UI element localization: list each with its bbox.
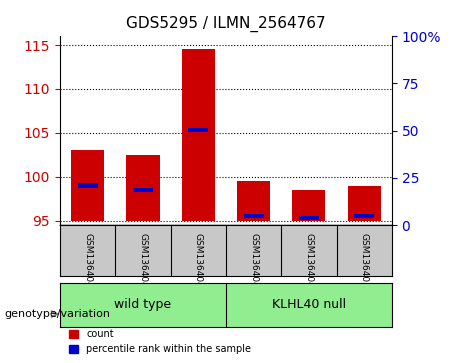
Bar <box>348 185 381 221</box>
Text: genotype/variation: genotype/variation <box>5 309 111 319</box>
Bar <box>133 188 153 192</box>
Bar <box>60 283 226 327</box>
Text: GSM1364046: GSM1364046 <box>138 233 148 293</box>
Bar <box>226 283 392 327</box>
Bar <box>71 150 104 221</box>
Bar <box>243 214 264 219</box>
Bar <box>292 190 325 221</box>
Text: GSM1364050: GSM1364050 <box>360 233 369 293</box>
Bar <box>237 181 270 221</box>
Text: GSM1364047: GSM1364047 <box>194 233 203 293</box>
Bar <box>188 128 208 132</box>
Text: GSM1364048: GSM1364048 <box>249 233 258 293</box>
Text: wild type: wild type <box>114 298 171 311</box>
Bar <box>182 49 215 221</box>
Bar <box>77 183 98 188</box>
Text: GSM1364045: GSM1364045 <box>83 233 92 293</box>
Bar <box>126 155 160 221</box>
Legend: count, percentile rank within the sample: count, percentile rank within the sample <box>65 326 255 358</box>
Title: GDS5295 / ILMN_2564767: GDS5295 / ILMN_2564767 <box>126 16 326 32</box>
Bar <box>354 214 374 219</box>
Text: GSM1364049: GSM1364049 <box>304 233 313 293</box>
Bar <box>299 216 319 220</box>
Text: KLHL40 null: KLHL40 null <box>272 298 346 311</box>
